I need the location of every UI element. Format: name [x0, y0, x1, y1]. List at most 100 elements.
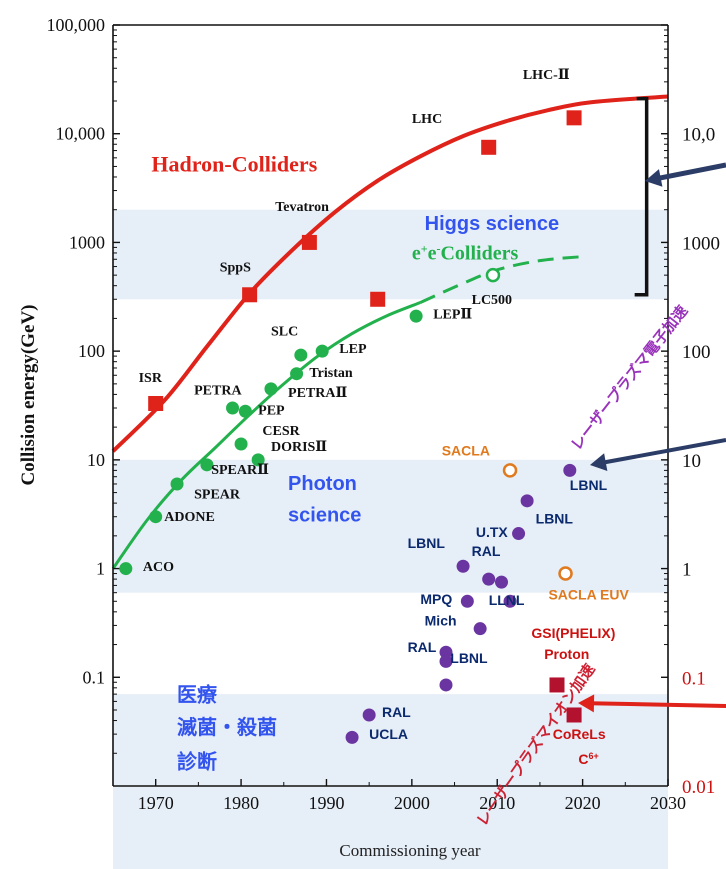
point-label: CESR — [262, 424, 300, 439]
point-laser-plasma-electron-6 — [460, 594, 474, 608]
x-tick-label: 1980 — [223, 793, 259, 813]
point-laser-plasma-electron-13 — [345, 730, 359, 744]
point-label: Tevatron — [275, 200, 329, 215]
hadron-collider-curve — [111, 94, 669, 453]
higgs-arrow-shaft — [650, 162, 726, 183]
y-axis-label: Collision energy(GeV) — [18, 304, 39, 485]
point-laser-plasma-electron-9 — [439, 645, 453, 659]
x-tick-label: 1970 — [138, 793, 174, 813]
point-label: UCLA — [369, 726, 408, 742]
point-sacla-0 — [502, 463, 518, 478]
region-label: 診断 — [177, 749, 217, 773]
band-1 — [113, 459, 668, 593]
x-tick-label: 2010 — [479, 793, 515, 813]
point-label: SACLA — [442, 442, 490, 458]
point-label: LHC-Ⅱ — [523, 68, 570, 83]
data-points — [119, 110, 582, 744]
point-label: U.TX — [476, 524, 509, 540]
right-axis-label: 1 — [682, 560, 692, 581]
point-label: LBNL — [570, 477, 608, 493]
point-label: LEP — [339, 342, 367, 357]
right-axis-label: 0.1 — [682, 668, 706, 689]
point-e-e-colliders-4 — [226, 401, 240, 415]
point-label: SLC — [271, 324, 298, 339]
region-label: Higgs science — [425, 213, 560, 235]
ee-collider-curve — [111, 301, 421, 570]
x-axis-band — [113, 786, 668, 869]
point-hadron-colliders-5 — [566, 110, 582, 126]
point-label: ADONE — [164, 510, 215, 525]
extra-label: Proton — [544, 646, 589, 662]
point-label: ACO — [143, 560, 174, 575]
laser-electron-arrow-head — [590, 453, 608, 471]
point-e-e-colliders-1 — [149, 510, 163, 524]
right-axis-label: 10 — [682, 451, 701, 472]
point-e-e-colliders-0 — [119, 562, 133, 576]
point-e-e-colliders-6 — [264, 382, 278, 396]
y-tick-label: 10 — [87, 450, 105, 470]
laser-electron-arrow-shaft — [600, 438, 726, 465]
point-label: PETRA — [194, 383, 242, 398]
right-axis-label: 100 — [682, 342, 711, 363]
right-axis-label: 10,0 — [682, 125, 715, 146]
point-label: LBNL — [408, 535, 446, 551]
point-hadron-colliders-4 — [481, 139, 497, 155]
point-e-e-colliders-8 — [251, 453, 265, 467]
point-laser-plasma-electron-4 — [520, 494, 534, 508]
point-laser-plasma-ion-0 — [549, 677, 565, 693]
point-e-e-colliders-10 — [315, 344, 329, 358]
point-lc500-0 — [485, 267, 501, 283]
higgs-bracket — [634, 96, 649, 297]
point-label: LLNL — [489, 592, 525, 608]
x-tick-label: 2000 — [394, 793, 430, 813]
region-label: 滅菌・殺菌 — [177, 715, 277, 739]
science-bands — [113, 209, 668, 869]
y-tick-label: 1000 — [69, 232, 105, 252]
point-label: ISR — [139, 371, 163, 386]
point-label: SACLA EUV — [548, 586, 629, 602]
region-label: Hadron-Colliders — [151, 151, 317, 176]
band-0 — [113, 209, 668, 300]
point-label: RAL — [472, 543, 501, 559]
point-laser-plasma-electron-7 — [503, 594, 517, 608]
point-label: LEPⅡ — [433, 307, 472, 322]
point-sacla-1 — [558, 566, 573, 581]
point-laser-plasma-electron-1 — [482, 572, 496, 586]
point-label: LBNL — [536, 510, 574, 526]
point-laser-plasma-ion-1 — [566, 707, 582, 723]
region-label: science — [288, 505, 361, 527]
point-label: PETRAⅡ — [288, 386, 347, 401]
point-e-e-colliders-12 — [409, 309, 423, 323]
annotation-arrows — [578, 96, 726, 713]
diagonal-label: レーザープラズマ電子加速 — [567, 302, 691, 454]
point-label: Mich — [425, 612, 457, 628]
y-tick-label: 10,000 — [56, 124, 106, 144]
point-label: PEP — [258, 404, 285, 419]
point-laser-plasma-electron-12 — [362, 708, 376, 722]
x-tick-label: 1990 — [308, 793, 344, 813]
point-label: LBNL — [450, 650, 488, 666]
point-laser-plasma-electron-11 — [439, 678, 453, 692]
point-hadron-colliders-0 — [148, 395, 164, 411]
x-tick-label: 2020 — [565, 793, 601, 813]
x-tick-label: 2030 — [650, 793, 686, 813]
point-label: RAL — [382, 704, 411, 720]
point-label: SppS — [220, 261, 251, 276]
point-label: RAL — [408, 639, 437, 655]
extra-label: C6+ — [578, 751, 598, 767]
point-laser-plasma-electron-10 — [439, 654, 453, 668]
point-label: Tristan — [309, 366, 353, 381]
point-label: CoReLs — [553, 726, 606, 742]
point-label: LC500 — [472, 293, 512, 308]
point-laser-plasma-electron-5 — [563, 463, 577, 477]
point-label: GSI(PHELIX) — [531, 625, 615, 641]
x-axis-label: Commissioning year — [339, 841, 481, 860]
point-label: MPQ — [420, 591, 452, 607]
laser-ion-arrow-head — [578, 694, 595, 713]
right-axis-label: 1000 — [682, 233, 720, 254]
point-hadron-colliders-3 — [370, 291, 386, 307]
region-label: 医療 — [177, 682, 217, 706]
y-tick-label: 100 — [78, 341, 105, 361]
axes: 0.1 1 10 100 1000 10,000 100,000 1970 1980 1990 20… — [47, 15, 721, 813]
y-tick-label: 100,000 — [47, 15, 106, 35]
